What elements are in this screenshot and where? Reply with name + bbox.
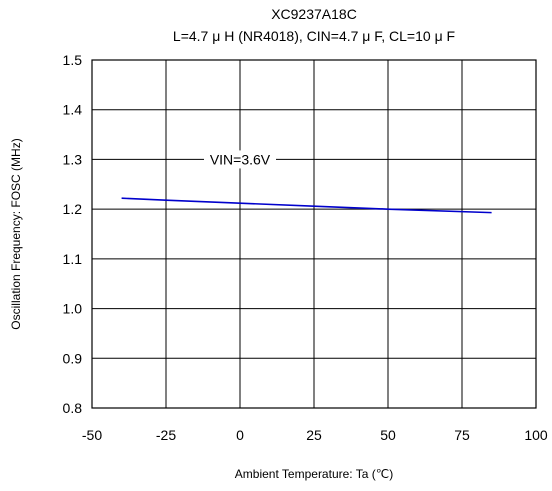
x-tick-label: -50 [82, 427, 102, 443]
y-tick-label: 1.5 [63, 52, 83, 68]
plot-frame [91, 59, 537, 409]
y-tick-labels: 0.8 0.9 1.0 1.1 1.2 1.3 1.4 1.5 [63, 52, 83, 416]
y-tick-label: 0.8 [63, 400, 83, 416]
x-tick-label: 0 [236, 427, 244, 443]
series-line [121, 197, 492, 214]
chart-title: XC9237A18C [271, 6, 357, 22]
series-label-background [204, 150, 276, 169]
x-tick-label: -25 [156, 427, 176, 443]
y-tick-label: 1.0 [63, 301, 83, 317]
y-tick-label: 1.1 [63, 251, 83, 267]
y-axis-label: Oscillation Frequency: FOSC (MHz) [9, 138, 23, 329]
y-tick-label: 1.2 [63, 201, 83, 217]
x-tick-labels: -50 -25 0 25 50 75 100 [82, 427, 548, 443]
x-tick-label: 100 [524, 427, 548, 443]
series-group: VIN=3.6V [121, 150, 492, 214]
x-tick-label: 50 [380, 427, 396, 443]
x-tick-label: 75 [454, 427, 470, 443]
series-label: VIN=3.6V [210, 151, 271, 167]
y-tick-label: 0.9 [63, 350, 83, 366]
chart-subtitle: L=4.7 μ H (NR4018), CIN=4.7 μ F, CL=10 μ… [173, 28, 455, 44]
x-axis-label: Ambient Temperature: Ta (℃) [235, 467, 393, 481]
grid [91, 59, 537, 409]
y-tick-label: 1.3 [63, 151, 83, 167]
y-tick-label: 1.4 [63, 102, 83, 118]
x-tick-label: 25 [306, 427, 322, 443]
